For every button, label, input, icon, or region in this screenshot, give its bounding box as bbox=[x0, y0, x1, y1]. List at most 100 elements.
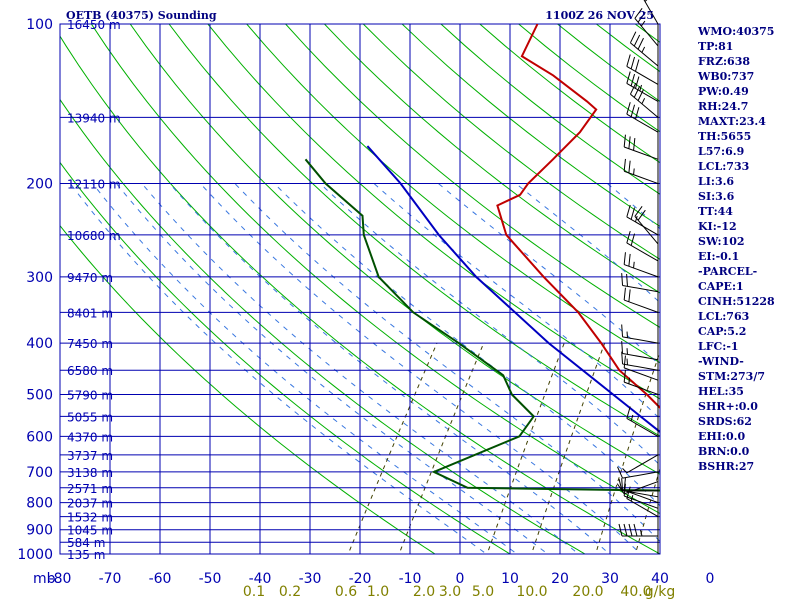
index-item: -PARCEL- bbox=[698, 265, 758, 278]
height-label: 12110 m bbox=[67, 178, 121, 192]
index-item: HEL:35 bbox=[698, 385, 744, 398]
wind-barb bbox=[618, 478, 658, 492]
dry-adiabat bbox=[362, 24, 660, 260]
plot-frame bbox=[59, 23, 661, 555]
wind-barb bbox=[621, 324, 659, 344]
temperature-label: 40 bbox=[651, 571, 669, 587]
mixing-ratio-line bbox=[634, 466, 660, 554]
index-item: RH:24.7 bbox=[698, 100, 749, 113]
station-title: OETB (40375) Sounding bbox=[66, 9, 217, 22]
wind-barb-staff bbox=[622, 471, 659, 479]
wind-barb-flag bbox=[633, 86, 641, 98]
wind-barb bbox=[634, 206, 659, 245]
height-label: 3138 m bbox=[67, 466, 113, 480]
wind-barb-staff bbox=[624, 299, 659, 313]
moist-adiabat bbox=[141, 183, 580, 554]
wind-barb bbox=[626, 406, 659, 437]
wind-barb-flag bbox=[634, 8, 643, 19]
wind-barb-staff bbox=[634, 216, 659, 245]
dry-adiabat bbox=[60, 161, 511, 554]
height-label: 584 m bbox=[67, 536, 105, 550]
mixing-ratio-label: 10.0 bbox=[516, 584, 547, 600]
moist-adiabat bbox=[92, 183, 518, 554]
dry-adiabat bbox=[90, 24, 660, 515]
index-item: -WIND- bbox=[698, 355, 744, 368]
wind-barb-flag bbox=[628, 289, 631, 302]
index-item: SRDS:62 bbox=[698, 415, 752, 428]
index-item: CAP:5.2 bbox=[698, 325, 747, 338]
index-item: BRN:0.0 bbox=[698, 445, 750, 458]
wind-barb bbox=[643, 0, 659, 25]
index-item: SHR+:0.0 bbox=[698, 400, 758, 413]
wind-barb-staff bbox=[630, 93, 659, 118]
wind-barb-staff bbox=[624, 495, 659, 509]
wind-barb-half bbox=[628, 377, 631, 384]
wind-barb-staff bbox=[626, 498, 659, 518]
dry-adiabat bbox=[246, 24, 660, 364]
wind-barb bbox=[629, 82, 659, 118]
wind-barb-flag bbox=[618, 478, 623, 491]
height-label: 1532 m bbox=[67, 511, 113, 525]
index-item: LFC:-1 bbox=[698, 340, 739, 353]
wind-barb bbox=[629, 31, 659, 67]
dry-adiabat bbox=[60, 98, 587, 554]
temperature-label: -40 bbox=[249, 571, 272, 587]
wind-barb-flag bbox=[626, 71, 631, 84]
wind-barb-staff bbox=[622, 336, 659, 344]
index-item: L57:6.9 bbox=[698, 145, 745, 158]
temperature-label: 0 bbox=[706, 571, 715, 587]
wind-barb-flag bbox=[630, 207, 636, 220]
wind-barb bbox=[626, 102, 659, 133]
wind-barb-half bbox=[641, 98, 646, 105]
wind-barb-flag bbox=[633, 523, 638, 537]
temperature-label: -70 bbox=[99, 571, 122, 587]
height-label: 13940 m bbox=[67, 111, 121, 125]
index-item: LCL:763 bbox=[698, 310, 750, 323]
index-item: PW:0.49 bbox=[698, 85, 749, 98]
wind-barb bbox=[634, 8, 659, 47]
index-item: FRZ:638 bbox=[698, 55, 751, 68]
pressure-label: 100 bbox=[26, 17, 53, 33]
wind-barb-flag bbox=[623, 158, 626, 172]
pressure-label: 500 bbox=[26, 387, 53, 403]
wind-barb bbox=[621, 478, 659, 498]
wind-barb-staff bbox=[626, 83, 659, 102]
wind-barb-half bbox=[639, 84, 642, 92]
mixing-ratio-line bbox=[398, 342, 485, 554]
wind-barb-staff bbox=[643, 0, 659, 25]
wind-barb-staff bbox=[624, 481, 659, 495]
height-label: 5790 m bbox=[67, 388, 113, 402]
dry-adiabat bbox=[285, 24, 660, 329]
wind-barb-flag bbox=[628, 523, 633, 537]
moist-adiabat bbox=[273, 183, 660, 507]
mixing-ratio-label: 1.0 bbox=[367, 584, 389, 600]
wind-barb bbox=[617, 466, 659, 479]
wind-barb-staff bbox=[634, 18, 659, 47]
wind-barb-staff bbox=[622, 490, 659, 498]
temperature-label: -80 bbox=[49, 571, 72, 587]
wind-barb-half bbox=[633, 261, 635, 269]
moist-adiabat bbox=[234, 183, 660, 543]
dry-adiabat bbox=[324, 24, 660, 294]
temperature-label: -50 bbox=[199, 571, 222, 587]
temperature-label: 20 bbox=[551, 571, 569, 587]
wind-barb-half bbox=[622, 468, 628, 474]
pressure-label: 600 bbox=[26, 429, 53, 445]
wind-barb-staff bbox=[624, 170, 659, 185]
height-label: 6580 m bbox=[67, 364, 113, 378]
wind-barb-half bbox=[630, 495, 634, 502]
wind-barb-flag bbox=[628, 160, 631, 173]
wind-barb-staff bbox=[626, 417, 659, 437]
wind-barb bbox=[621, 341, 659, 361]
wind-barb-staff bbox=[630, 42, 659, 67]
wind-barb bbox=[623, 369, 659, 395]
pressure-unit: mb bbox=[33, 571, 56, 587]
wind-barb-flag bbox=[626, 230, 631, 244]
height-label: 16450 m bbox=[67, 18, 121, 32]
wind-barb bbox=[621, 273, 659, 293]
wind-barb-flag bbox=[618, 523, 623, 537]
index-item: TT:44 bbox=[698, 205, 733, 218]
pressure-label: 1000 bbox=[17, 547, 53, 563]
mixing-ratio-unit: g/kg bbox=[645, 584, 676, 600]
wind-barb bbox=[623, 134, 659, 160]
